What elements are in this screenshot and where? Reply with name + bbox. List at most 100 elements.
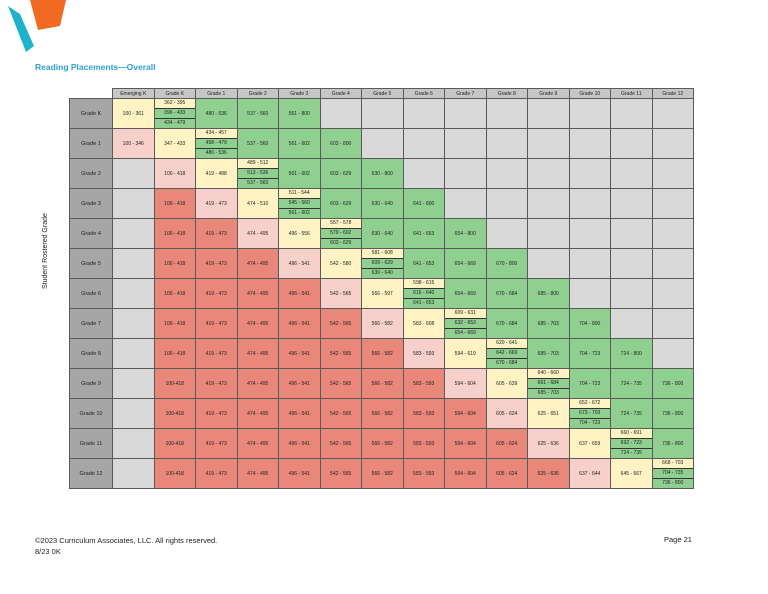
placement-range: 419 - 473 <box>205 260 227 267</box>
placement-cell <box>112 218 155 249</box>
placement-cell: 594 - 604 <box>444 428 487 459</box>
placement-cell: 603 - 800 <box>319 128 362 159</box>
table-row: Grade 4 100 - 418 419 - 473 474 - 495 496 - … <box>69 218 694 249</box>
placement-cell: 670 - 800 <box>485 248 528 279</box>
placement-range: 685 - 703 <box>537 350 559 357</box>
placement-range: 583 - 593 <box>413 440 435 447</box>
placement-subrange: 609 - 629 <box>362 258 403 268</box>
placement-range: 474 - 495 <box>247 440 269 447</box>
placement-range: 654 - 800 <box>454 230 476 237</box>
table-row: Grade 5 100 - 418 419 - 473 474 - 495 496 - … <box>69 248 694 279</box>
placement-cell: 496 - 541 <box>278 398 321 429</box>
table-row: Grade 9 100-418 419 - 473 474 - 495 496 - 54… <box>69 368 694 399</box>
copyright-text: ©2023 Curriculum Associates, LLC. All ri… <box>35 536 218 545</box>
placement-cell <box>402 128 445 159</box>
placement-cell: 603 - 629 <box>319 158 362 189</box>
placement-cell <box>651 98 694 129</box>
placement-range: 542 - 565 <box>330 350 352 357</box>
placement-cell: 557 - 578 579 - 602 603 - 629 <box>319 218 362 249</box>
page-number: Page 21 <box>664 535 692 544</box>
placement-cell: 566 - 582 <box>361 368 404 399</box>
placement-range: 419 - 473 <box>205 440 227 447</box>
placement-cell: 594 - 604 <box>444 368 487 399</box>
placement-cell: 654 - 669 <box>444 278 487 309</box>
table-row: Grade K 100 - 361 362 - 395 396 - 433 434 - … <box>69 98 694 129</box>
placement-subrange: 736 - 800 <box>652 478 693 488</box>
placement-cell: 542 - 565 <box>319 338 362 369</box>
placement-range: 561 - 800 <box>288 110 310 117</box>
row-header: Grade 7 <box>69 308 113 339</box>
placement-cell: 583 - 608 <box>402 308 445 339</box>
placement-cell: 100 - 418 <box>153 248 196 279</box>
placement-range: 561 - 602 <box>288 170 310 177</box>
column-header: Grade 12 <box>651 88 694 99</box>
column-header: Grade 1 <box>195 88 238 99</box>
placement-cell: 668 - 703 704 - 735 736 - 800 <box>651 458 694 489</box>
placement-cell: 605 - 624 <box>485 398 528 429</box>
placement-cell: 496 - 541 <box>278 428 321 459</box>
placement-cell <box>402 98 445 129</box>
placement-cell: 100 - 418 <box>153 278 196 309</box>
placement-range: 542 - 565 <box>330 410 352 417</box>
row-header: Grade 12 <box>69 458 113 489</box>
column-header: Grade 6 <box>402 88 445 99</box>
row-header: Grade 3 <box>69 188 113 219</box>
placement-range: 685 - 800 <box>537 290 559 297</box>
column-header: Grade 11 <box>610 88 653 99</box>
placement-cell <box>527 128 570 159</box>
placement-subrange: 692 - 723 <box>611 438 652 448</box>
placement-cell: 583 - 593 <box>402 398 445 429</box>
placement-cell <box>527 158 570 189</box>
placement-cell: 583 - 593 <box>402 458 445 489</box>
placement-cell: 100-418 <box>153 368 196 399</box>
placement-cell: 419 - 473 <box>195 218 238 249</box>
placement-range: 537 - 560 <box>247 140 269 147</box>
placement-cell: 598 - 615 616 - 640 641 - 653 <box>402 278 445 309</box>
placement-range: 480 - 536 <box>205 110 227 117</box>
placement-cell: 583 - 593 <box>402 338 445 369</box>
placement-cell <box>112 368 155 399</box>
placement-cell <box>361 98 404 129</box>
placement-range: 603 - 800 <box>330 140 352 147</box>
placement-range: 625 - 636 <box>537 440 559 447</box>
placement-range: 594 - 604 <box>454 410 476 417</box>
placement-cell <box>112 338 155 369</box>
placement-range: 605 - 624 <box>496 440 518 447</box>
column-header: Grade 3 <box>278 88 321 99</box>
placement-range: 496 - 556 <box>288 230 310 237</box>
placement-range: 542 - 580 <box>330 260 352 267</box>
placement-subrange: 661 - 684 <box>528 378 569 388</box>
column-header: Grade 9 <box>527 88 570 99</box>
placement-subrange: 660 - 691 <box>611 429 652 438</box>
placement-cell: 362 - 395 396 - 433 434 - 479 <box>153 98 196 129</box>
placement-cell: 645 - 667 <box>610 458 653 489</box>
placement-cell <box>651 188 694 219</box>
placement-range: 496 - 541 <box>288 260 310 267</box>
placement-cell <box>610 278 653 309</box>
placement-cell <box>112 458 155 489</box>
placement-cell: 474 - 495 <box>236 308 279 339</box>
student-rostered-grade-label: Student Rostered Grade <box>42 213 49 289</box>
placement-range: 100 - 418 <box>164 320 186 327</box>
placement-cell: 736 - 800 <box>651 368 694 399</box>
placement-range: 496 - 541 <box>288 380 310 387</box>
placement-range: 419 - 473 <box>205 410 227 417</box>
placement-cell <box>610 128 653 159</box>
placement-range: 630 - 640 <box>371 230 393 237</box>
placement-range: 594 - 604 <box>454 380 476 387</box>
placement-cell: 419 - 473 <box>195 278 238 309</box>
placement-range: 670 - 684 <box>496 290 518 297</box>
placement-range: 419 - 473 <box>205 380 227 387</box>
placement-cell: 474 - 510 <box>236 188 279 219</box>
table-corner <box>69 88 113 99</box>
placement-cell: 641 - 653 <box>402 248 445 279</box>
placement-cell: 542 - 565 <box>319 428 362 459</box>
placement-cell: 100 - 418 <box>153 308 196 339</box>
placement-cell <box>112 308 155 339</box>
placement-range: 474 - 495 <box>247 290 269 297</box>
placement-cell <box>610 218 653 249</box>
placement-cell <box>651 248 694 279</box>
placement-range: 704 - 800 <box>579 320 601 327</box>
placement-subrange: 434 - 479 <box>154 118 195 128</box>
placement-subrange: 670 - 684 <box>486 358 527 368</box>
